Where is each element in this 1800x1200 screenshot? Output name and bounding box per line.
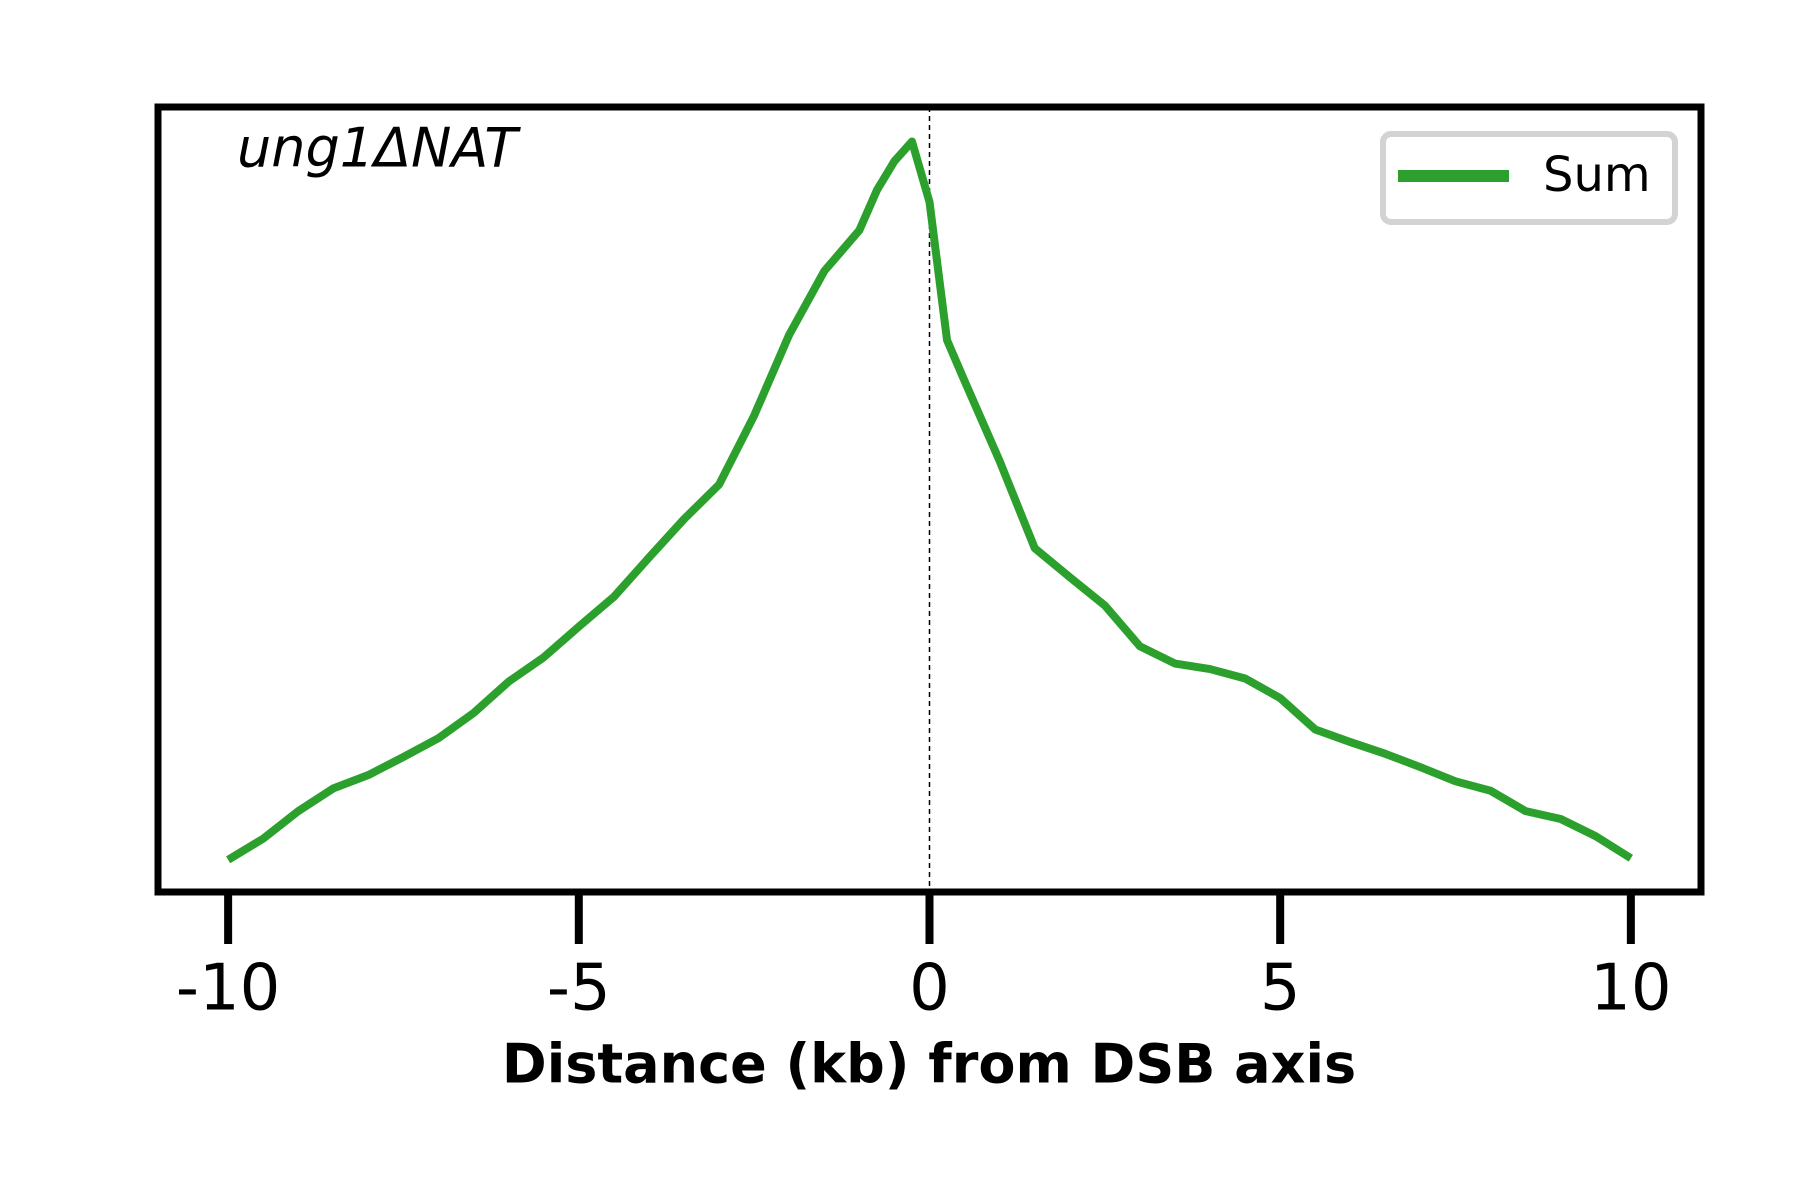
x-tick-label: 0 [909, 952, 950, 1026]
x-tick-label: -10 [176, 952, 281, 1026]
annotation: ung1ΔNAT [237, 117, 521, 180]
legend-label: Sum [1543, 147, 1651, 203]
x-tick-label: 5 [1260, 952, 1301, 1026]
plot-frame [154, 103, 1705, 896]
x-axis-label: Distance (kb) from DSB axis [502, 1033, 1356, 1096]
data-line [226, 137, 1633, 864]
x-tick-label: 10 [1590, 952, 1671, 1026]
legend-box [1380, 131, 1678, 225]
x-tick-label: -5 [547, 952, 611, 1026]
